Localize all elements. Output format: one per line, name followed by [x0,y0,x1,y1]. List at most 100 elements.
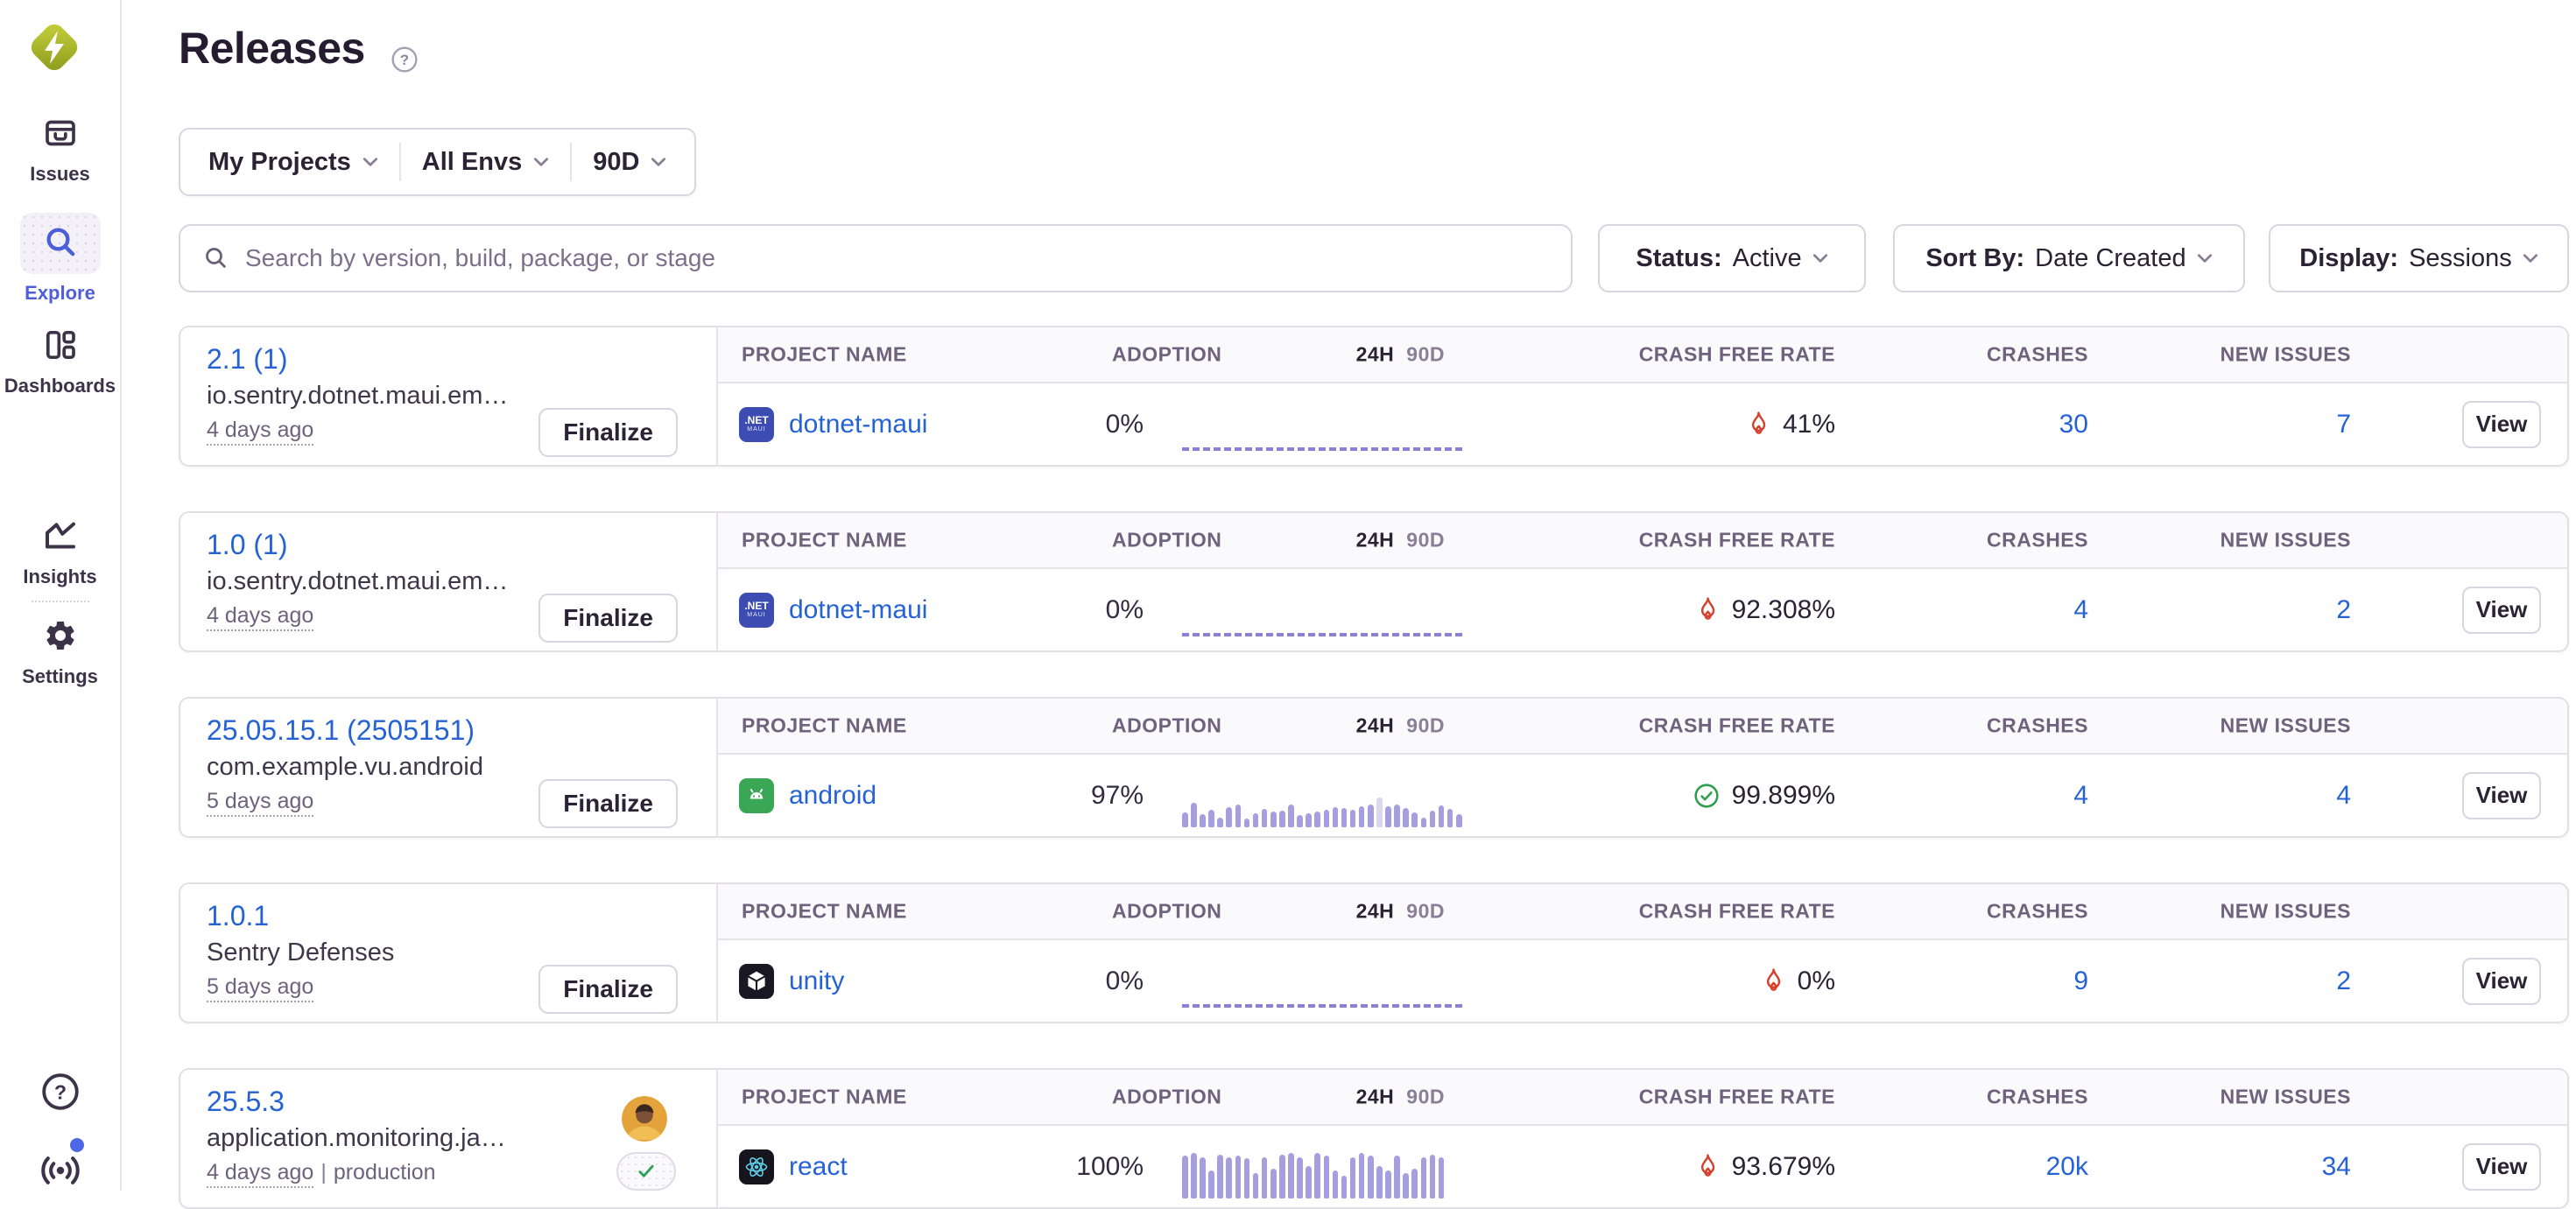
col-chart-period[interactable]: 24H 90D [1355,713,1445,737]
release-projects-table: PROJECT NAME ADOPTION 24H 90D CRASH FREE … [718,327,2567,465]
sessions-sparkline-flat [1182,1004,1462,1008]
project-link[interactable]: dotnet-maui [789,409,928,439]
view-button[interactable]: View [2462,1142,2541,1191]
col-crashes: CRASHES [1987,1085,2088,1108]
release-projects-table: PROJECT NAME ADOPTION 24H 90D CRASH FREE … [718,513,2567,650]
search-icon [206,248,226,268]
col-chart-period[interactable]: 24H 90D [1355,342,1445,366]
view-button[interactable]: View [2462,771,2541,819]
finalize-button[interactable]: Finalize [538,408,678,457]
gear-icon [43,618,78,657]
release-version-link[interactable]: 25.5.3 [207,1086,285,1117]
date-range-filter-label: 90D [593,147,640,176]
view-button[interactable]: View [2462,400,2541,448]
avatar[interactable] [622,1096,667,1142]
new-issues-link[interactable]: 2 [2336,594,2351,624]
status-value: Active [1732,243,1802,272]
meta-separator: | [320,1160,327,1184]
crash-free-rate-cell: 41% [1747,410,1835,439]
crashes-link[interactable]: 20k [2045,1151,2088,1181]
crash-free-value: 92.308% [1731,594,1835,624]
crashes-link[interactable]: 4 [2073,780,2088,810]
whats-new-button[interactable] [0,1150,120,1195]
sessions-sparkline-flat [1182,447,1462,451]
col-chart-period[interactable]: 24H 90D [1355,899,1445,923]
project-link[interactable]: react [789,1151,848,1181]
release-projects-table: PROJECT NAME ADOPTION 24H 90D CRASH FREE … [718,884,2567,1022]
page-help-icon[interactable]: ? [391,46,419,74]
check-icon [638,1164,654,1177]
sidebar-item-issues[interactable]: Issues [0,116,120,186]
crashes-link[interactable]: 4 [2073,594,2088,624]
release-card: 1.0.1 Sentry Defenses 5 days ago Finaliz… [179,882,2569,1023]
release-summary: 2.1 (1) io.sentry.dotnet.maui.em… 4 days… [180,327,718,465]
sidebar-item-label: Issues [30,163,90,185]
release-version-link[interactable]: 2.1 (1) [207,343,288,375]
sentry-logo-icon[interactable] [26,19,82,75]
status-label: Status: [1636,243,1722,272]
fire-icon [1700,597,1714,620]
finalize-button[interactable]: Finalize [538,779,678,828]
sidebar-divider [32,601,89,602]
fire-icon [1751,411,1766,434]
release-version-link[interactable]: 1.0.1 [207,900,270,931]
sidebar-item-label: Insights [23,566,97,587]
release-version-link[interactable]: 1.0 (1) [207,529,288,560]
sort-by-dropdown[interactable]: Sort By: Date Created [1893,224,2245,292]
table-header-row: PROJECT NAME ADOPTION 24H 90D CRASH FREE … [718,699,2567,755]
sort-label: Sort By: [1925,243,2025,272]
col-new-issues: NEW ISSUES [2220,528,2351,552]
help-question-icon: ? [40,1072,81,1116]
issues-icon [43,116,78,155]
new-issues-link[interactable]: 2 [2336,966,2351,995]
chevron-down-icon [1812,254,1827,263]
status-dropdown[interactable]: Status: Active [1598,224,1866,292]
view-button[interactable]: View [2462,586,2541,634]
finalize-button[interactable]: Finalize [538,594,678,643]
col-chart-period[interactable]: 24H 90D [1355,528,1445,552]
chevron-down-icon [534,158,549,166]
new-issues-link[interactable]: 34 [2321,1151,2351,1181]
sidebar-item-explore[interactable]: Explore [0,213,120,305]
release-package: io.sentry.dotnet.maui.em… [207,567,509,595]
search-input[interactable] [245,244,1548,272]
release-version-link[interactable]: 25.05.15.1 (2505151) [207,714,475,746]
help-button[interactable]: ? [0,1072,120,1116]
adoption-value: 97% [1090,780,1144,810]
display-dropdown[interactable]: Display: Sessions [2269,224,2569,292]
crashes-link[interactable]: 9 [2073,966,2088,995]
table-row: .NET MAUI dotnet-maui 0% 92.308% 4 2 View [718,569,2567,650]
sidebar-item-dashboards[interactable]: Dashboards [0,327,120,397]
release-card: 1.0 (1) io.sentry.dotnet.maui.em… 4 days… [179,511,2569,652]
table-row: android 97% 99.899% 4 4 View [718,755,2567,836]
project-link[interactable]: dotnet-maui [789,594,928,624]
chevron-down-icon [651,158,666,166]
col-crashes: CRASHES [1987,899,2088,923]
date-range-filter-dropdown[interactable]: 90D [572,148,687,177]
view-button[interactable]: View [2462,957,2541,1005]
table-header-row: PROJECT NAME ADOPTION 24H 90D CRASH FREE … [718,327,2567,383]
col-chart-period[interactable]: 24H 90D [1355,1085,1445,1108]
new-issues-link[interactable]: 7 [2336,409,2351,439]
projects-filter-label: My Projects [208,147,351,176]
finalize-button[interactable]: Finalize [538,965,678,1014]
release-card: 2.1 (1) io.sentry.dotnet.maui.em… 4 days… [179,326,2569,467]
crashes-link[interactable]: 30 [2059,409,2088,439]
environments-filter-dropdown[interactable]: All Envs [401,148,570,177]
table-row: unity 0% 0% 9 2 View [718,940,2567,1022]
project-link[interactable]: android [789,780,877,810]
release-created: 4 days ago [207,418,314,446]
project-link[interactable]: unity [789,966,845,995]
sidebar-item-insights[interactable]: Insights [0,518,120,588]
search-magnifier-icon [43,224,78,264]
dashboards-icon [43,327,78,367]
svg-text:?: ? [53,1080,66,1103]
sidebar-item-label: Explore [25,282,95,304]
col-crash-free-rate: CRASH FREE RATE [1638,342,1835,366]
projects-filter-dropdown[interactable]: My Projects [187,148,399,177]
new-issues-link[interactable]: 4 [2336,780,2351,810]
col-adoption: ADOPTION [1112,1085,1222,1108]
release-summary: 1.0 (1) io.sentry.dotnet.maui.em… 4 days… [180,513,718,650]
sidebar-item-settings[interactable]: Settings [0,618,120,688]
table-header-row: PROJECT NAME ADOPTION 24H 90D CRASH FREE … [718,1070,2567,1126]
